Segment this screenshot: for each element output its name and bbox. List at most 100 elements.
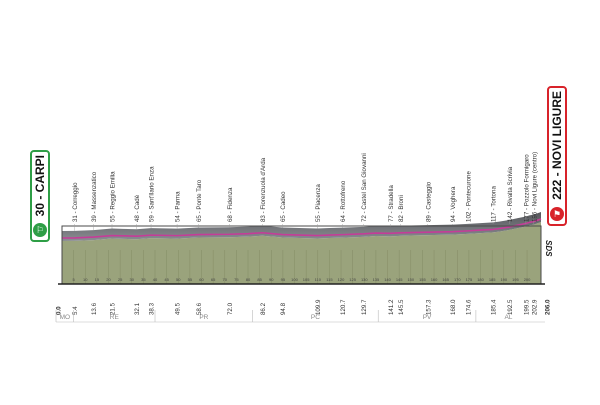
place-label: 94 - Voghera bbox=[450, 186, 457, 222]
place-label: 72 - Castel San Giovanni bbox=[361, 153, 368, 222]
place-label: 77 - Stradella bbox=[388, 185, 395, 222]
finish-flag-icon: ⚑ bbox=[550, 207, 564, 221]
km-label: 168.0 bbox=[450, 299, 457, 315]
profile-fill bbox=[62, 222, 541, 284]
inner-tick-label: 80 bbox=[246, 277, 251, 282]
province-label: MO bbox=[60, 314, 70, 321]
km-label: 157.3 bbox=[425, 299, 432, 315]
inner-tick-label: 45 bbox=[164, 277, 169, 282]
finish-badge: 222 - NOVI LIGURE ⚑ bbox=[547, 86, 567, 226]
km-label: 49.5 bbox=[175, 302, 182, 315]
province-label: AL bbox=[504, 314, 512, 321]
place-label: 68 - Fidenza bbox=[227, 187, 234, 222]
inner-tick-label: 60 bbox=[199, 277, 204, 282]
place-label: 89 - Casteggio bbox=[425, 181, 432, 222]
km-label: 120.7 bbox=[340, 299, 347, 315]
inner-tick-label: 145 bbox=[396, 277, 403, 282]
place-label: 196 - Novi Ligure (centro) bbox=[531, 152, 538, 222]
km-label: 94.8 bbox=[280, 302, 287, 315]
inner-tick-label: 5 bbox=[73, 277, 76, 282]
inner-tick-label: 110 bbox=[315, 277, 322, 282]
brand-logo: SDS bbox=[544, 240, 553, 257]
inner-tick-label: 105 bbox=[303, 277, 310, 282]
place-label: 65 - Ponte Taro bbox=[196, 179, 203, 222]
km-label: 129.7 bbox=[361, 299, 368, 315]
inner-tick-label: 115 bbox=[326, 277, 333, 282]
inner-tick-label: 180 bbox=[477, 277, 484, 282]
inner-tick-label: 10 bbox=[83, 277, 88, 282]
place-label: 59 - Sant'Ilario Enza bbox=[149, 166, 156, 222]
place-label: 82 - Broni bbox=[398, 195, 405, 222]
km-label: 21.5 bbox=[109, 302, 116, 315]
province-label: RE bbox=[110, 314, 120, 321]
start-flag-icon: ⚐ bbox=[33, 223, 47, 237]
inner-tick-label: 160 bbox=[431, 277, 438, 282]
km-label: 199.5 bbox=[523, 299, 530, 315]
finish-label: 222 - NOVI LIGURE bbox=[550, 91, 564, 200]
inner-tick-label: 70 bbox=[223, 277, 228, 282]
km-label: 192.5 bbox=[507, 299, 514, 315]
inner-tick-label: 170 bbox=[454, 277, 461, 282]
inner-tick-label: 155 bbox=[419, 277, 426, 282]
place-label: 54 - Parma bbox=[175, 191, 182, 222]
km-label: 13.6 bbox=[91, 302, 98, 315]
province-label: PV bbox=[423, 314, 432, 321]
inner-tick-label: 85 bbox=[257, 277, 262, 282]
inner-tick-label: 35 bbox=[141, 277, 146, 282]
km-label: 58.6 bbox=[196, 302, 203, 315]
inner-tick-label: 125 bbox=[349, 277, 356, 282]
km-label: 32.1 bbox=[134, 302, 141, 315]
place-label: 117 - Tortona bbox=[491, 186, 498, 222]
place-label: 65 - Cadeo bbox=[280, 191, 287, 222]
km-label: 0.0 bbox=[56, 306, 63, 315]
km-label: 145.5 bbox=[398, 299, 405, 315]
inner-tick-label: 65 bbox=[211, 277, 216, 282]
start-label: 30 - CARPI bbox=[33, 154, 47, 216]
km-label: 86.2 bbox=[260, 302, 267, 315]
inner-tick-label: 200 bbox=[524, 277, 531, 282]
place-label: 83 - Fiorenzuola d'Arda bbox=[260, 157, 267, 222]
inner-tick-label: 130 bbox=[361, 277, 368, 282]
inner-tick-label: 185 bbox=[489, 277, 496, 282]
province-label: PR bbox=[199, 314, 208, 321]
profile-band bbox=[62, 212, 541, 241]
place-label: 55 - Reggio Emilia bbox=[109, 171, 116, 222]
km-label: 38.3 bbox=[149, 302, 156, 315]
inner-tick-label: 55 bbox=[188, 277, 193, 282]
inner-tick-label: 20 bbox=[106, 277, 111, 282]
inner-tick-label: 15 bbox=[95, 277, 100, 282]
inner-tick-label: 50 bbox=[176, 277, 181, 282]
start-badge: 30 - CARPI ⚐ bbox=[30, 150, 50, 242]
place-label: 102 - Pontecurone bbox=[465, 171, 472, 222]
km-label: 202.9 bbox=[531, 299, 538, 315]
place-label: 48 - Cadè bbox=[134, 194, 141, 222]
inner-tick-label: 40 bbox=[153, 277, 158, 282]
place-label: 64 - Rottofreno bbox=[340, 180, 347, 222]
province-label: PC bbox=[311, 314, 320, 321]
place-label: 177 - Pozzolo Formigaro bbox=[523, 154, 530, 222]
inner-tick-label: 100 bbox=[291, 277, 298, 282]
inner-tick-label: 90 bbox=[269, 277, 274, 282]
inner-tick-label: 135 bbox=[373, 277, 380, 282]
place-label: 142 - Rivalta Scrivia bbox=[507, 166, 514, 222]
inner-tick-label: 175 bbox=[466, 277, 473, 282]
inner-tick-label: 25 bbox=[118, 277, 123, 282]
inner-tick-label: 120 bbox=[338, 277, 345, 282]
inner-tick-label: 95 bbox=[281, 277, 286, 282]
inner-tick-label: 150 bbox=[407, 277, 414, 282]
inner-tick-label: 140 bbox=[384, 277, 391, 282]
km-label: 109.9 bbox=[315, 299, 322, 315]
km-label: 206.0 bbox=[545, 299, 552, 315]
km-label: 5.4 bbox=[72, 306, 79, 315]
inner-tick-label: 75 bbox=[234, 277, 239, 282]
place-label: 31 - Correggio bbox=[72, 182, 79, 222]
km-label: 174.6 bbox=[465, 299, 472, 315]
inner-tick-label: 195 bbox=[512, 277, 519, 282]
inner-tick-label: 190 bbox=[500, 277, 507, 282]
inner-tick-label: 30 bbox=[130, 277, 135, 282]
km-label: 72.0 bbox=[227, 302, 234, 315]
km-label: 141.2 bbox=[388, 299, 395, 315]
place-label: 39 - Massenzatico bbox=[91, 171, 98, 222]
